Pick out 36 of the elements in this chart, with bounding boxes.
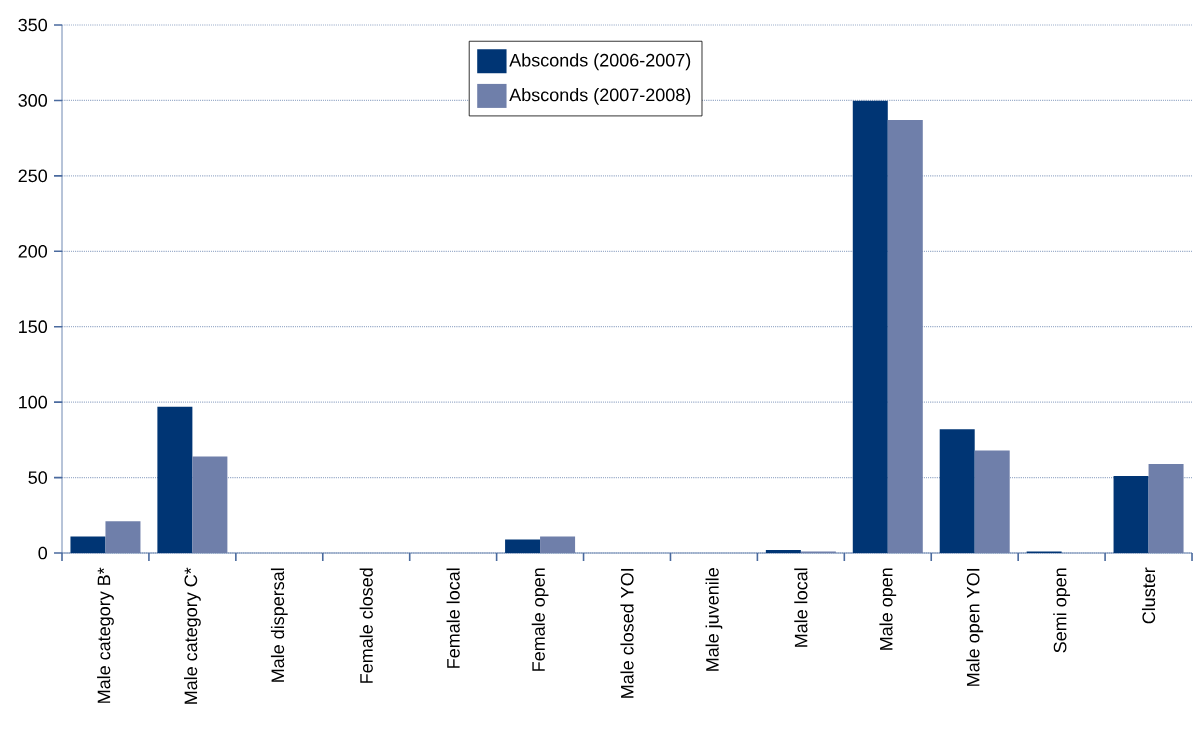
bar — [1148, 464, 1184, 554]
x-tick-label: Male open YOI — [966, 568, 984, 686]
bar — [70, 536, 106, 554]
legend-label: Absconds (2007-2008) — [509, 88, 691, 105]
bar — [1113, 476, 1149, 554]
bar — [887, 120, 923, 554]
bar — [505, 539, 541, 554]
y-tick-label: 50 — [28, 471, 48, 484]
bar — [974, 450, 1010, 554]
y-tick-label: 100 — [19, 395, 48, 409]
x-tick-label: Male local — [794, 568, 808, 647]
legend-label: Absconds (2006-2007) — [509, 53, 691, 71]
x-tick-label: Female local — [446, 568, 460, 668]
y-tick-label: 0 — [38, 546, 48, 560]
y-tick-label: 250 — [18, 169, 48, 183]
bar — [540, 536, 576, 554]
x-tick-label: Male category B* — [97, 567, 114, 703]
y-tick-label: 300 — [18, 94, 48, 107]
bar — [765, 549, 801, 554]
bar — [157, 406, 193, 554]
x-tick-label: Cluster — [1141, 567, 1156, 624]
y-tick-label: 200 — [18, 244, 48, 258]
y-tick-label: 150 — [19, 320, 48, 334]
bar — [852, 100, 888, 554]
x-tick-label: Male open — [879, 568, 897, 650]
y-tick-label: 350 — [18, 18, 48, 32]
x-tick-label: Male dispersal — [270, 568, 288, 682]
x-tick-label: Male category C* — [183, 567, 201, 704]
x-tick-label: Semi open — [1053, 568, 1071, 653]
bar — [105, 521, 141, 554]
bar — [939, 429, 975, 554]
x-tick-label: Female closed — [359, 568, 373, 683]
x-tick-label: Male closed YOI — [620, 568, 634, 698]
x-tick-label: Male juvenile — [705, 568, 723, 671]
bar — [192, 456, 228, 554]
x-tick-label: Female open — [531, 568, 549, 671]
